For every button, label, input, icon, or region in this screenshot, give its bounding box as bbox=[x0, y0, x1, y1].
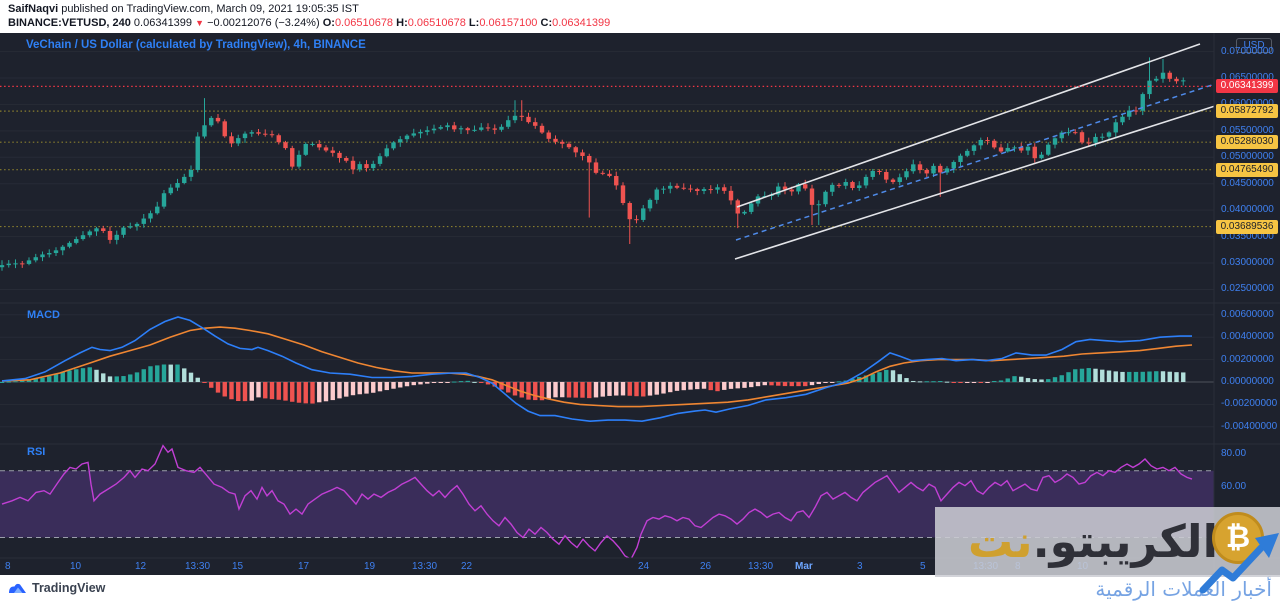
low-label: L: bbox=[468, 17, 480, 29]
price-level-badge: 0.04765490 bbox=[1216, 162, 1278, 177]
macd-tick-label: -0.00200000 bbox=[1221, 398, 1278, 410]
high-label: H: bbox=[396, 17, 408, 29]
symbol-summary: BINANCE:VETUSD, 240 0.06341399 ▼ −0.0021… bbox=[8, 17, 610, 30]
pane-title: VeChain / US Dollar (calculated by Tradi… bbox=[26, 39, 366, 51]
open-label: O: bbox=[322, 17, 335, 29]
time-axis-label: 22 bbox=[461, 561, 473, 572]
price-tick-label: 0.06500000 bbox=[1221, 72, 1274, 83]
time-axis-label: Mar bbox=[795, 561, 813, 572]
time-axis-label: 15 bbox=[232, 561, 244, 572]
time-axis-label: 24 bbox=[638, 561, 650, 572]
snapshot-footer: TradingView أخبار العملات الرقمية bbox=[0, 575, 1280, 603]
macd-tick-label: 0.00200000 bbox=[1221, 353, 1274, 365]
high-value: 0.06510678 bbox=[407, 17, 466, 29]
rsi-line bbox=[1, 444, 1193, 558]
time-axis-label: 8 bbox=[5, 561, 11, 572]
byline-text: published on TradingView.com, March 09, … bbox=[58, 3, 359, 15]
last-price: 0.06341399 bbox=[133, 17, 193, 29]
watermark-brand: الكريبتو.نت bbox=[968, 507, 1218, 577]
rsi-tick-label: 80.00 bbox=[1221, 448, 1247, 459]
low-value: 0.06157100 bbox=[479, 17, 538, 29]
macd-histogram bbox=[0, 364, 1186, 404]
tradingview-logo-icon bbox=[9, 583, 26, 593]
tradingview-brand[interactable]: TradingView bbox=[8, 581, 105, 595]
price-level-lines bbox=[0, 110, 1214, 228]
price-level-badge: 0.05286030 bbox=[1216, 135, 1278, 150]
trend-arrow-icon bbox=[1199, 533, 1279, 594]
time-axis-label: 5 bbox=[920, 561, 926, 572]
symbol-name: BINANCE:VETUSD, 240 bbox=[8, 17, 131, 29]
price-level-badge: 0.05872792 bbox=[1216, 104, 1278, 119]
dashed-trendline bbox=[735, 83, 1214, 241]
axis-currency-label: USD bbox=[1236, 38, 1272, 53]
price-tick-label: 0.07000000 bbox=[1221, 45, 1274, 57]
macd-tick-label: -0.00400000 bbox=[1221, 420, 1278, 432]
watermark-subtitle: أخبار العملات الرقمية bbox=[1095, 577, 1272, 601]
price-tick-label: 0.03000000 bbox=[1221, 257, 1274, 268]
macd-tick-label: 0.00000000 bbox=[1221, 376, 1274, 387]
macd-pane-label: MACD bbox=[27, 309, 60, 321]
byline: SaifNaqvi published on TradingView.com, … bbox=[8, 3, 359, 16]
author-name: SaifNaqvi bbox=[8, 3, 59, 15]
tradingview-name: TradingView bbox=[32, 581, 106, 595]
time-axis-label: 26 bbox=[700, 561, 712, 572]
rsi-pane-label: RSI bbox=[27, 446, 46, 458]
close-value: 0.06341399 bbox=[552, 17, 611, 29]
rsi-pane bbox=[1, 444, 1193, 558]
time-axis-label: 10 bbox=[70, 561, 82, 572]
price-tick-label: 0.03500000 bbox=[1221, 230, 1274, 242]
time-axis-label: 17 bbox=[298, 561, 310, 572]
time-axis-label: 13:30 bbox=[748, 561, 774, 572]
time-axis-label: 13:30 bbox=[185, 561, 211, 572]
time-axis-label: 12 bbox=[135, 561, 147, 572]
time-axis-label: 19 bbox=[364, 561, 376, 572]
channel_upper-line bbox=[736, 43, 1201, 208]
price-tick-label: 0.05500000 bbox=[1221, 124, 1274, 136]
candlestick-series bbox=[0, 57, 1186, 271]
rsi-tick-label: 60.00 bbox=[1221, 481, 1247, 493]
brand-black-part: الكريبتو. bbox=[1032, 515, 1218, 568]
macd-tick-label: 0.00600000 bbox=[1221, 308, 1274, 320]
channel-drawing[interactable] bbox=[734, 43, 1215, 260]
time-axis-label: 3 bbox=[857, 561, 863, 572]
snapshot-header: SaifNaqvi published on TradingView.com, … bbox=[0, 0, 1280, 33]
close-label: C: bbox=[540, 17, 553, 29]
time-axis-label: 13:30 bbox=[412, 561, 438, 572]
brand-gold-part: نت bbox=[968, 515, 1033, 568]
open-value: 0.06510678 bbox=[334, 17, 394, 29]
price-tick-label: 0.04000000 bbox=[1221, 204, 1274, 216]
macd-tick-label: 0.00400000 bbox=[1221, 331, 1274, 343]
macd-pane bbox=[0, 316, 1214, 423]
price-tick-label: 0.05000000 bbox=[1221, 151, 1274, 163]
price-level-badge: 0.03689536 bbox=[1216, 219, 1278, 234]
price-tick-label: 0.04500000 bbox=[1221, 177, 1274, 189]
channel_lower-line bbox=[734, 105, 1214, 260]
last-price-badge: 0.06341399 bbox=[1216, 79, 1278, 94]
macd-line bbox=[1, 316, 1192, 423]
down-arrow-icon: ▼ bbox=[195, 18, 205, 28]
macd-signal-line bbox=[1, 326, 1193, 408]
price-tick-label: 0.02500000 bbox=[1221, 283, 1274, 295]
price-change: −0.00212076 (−3.24%) bbox=[207, 17, 320, 29]
